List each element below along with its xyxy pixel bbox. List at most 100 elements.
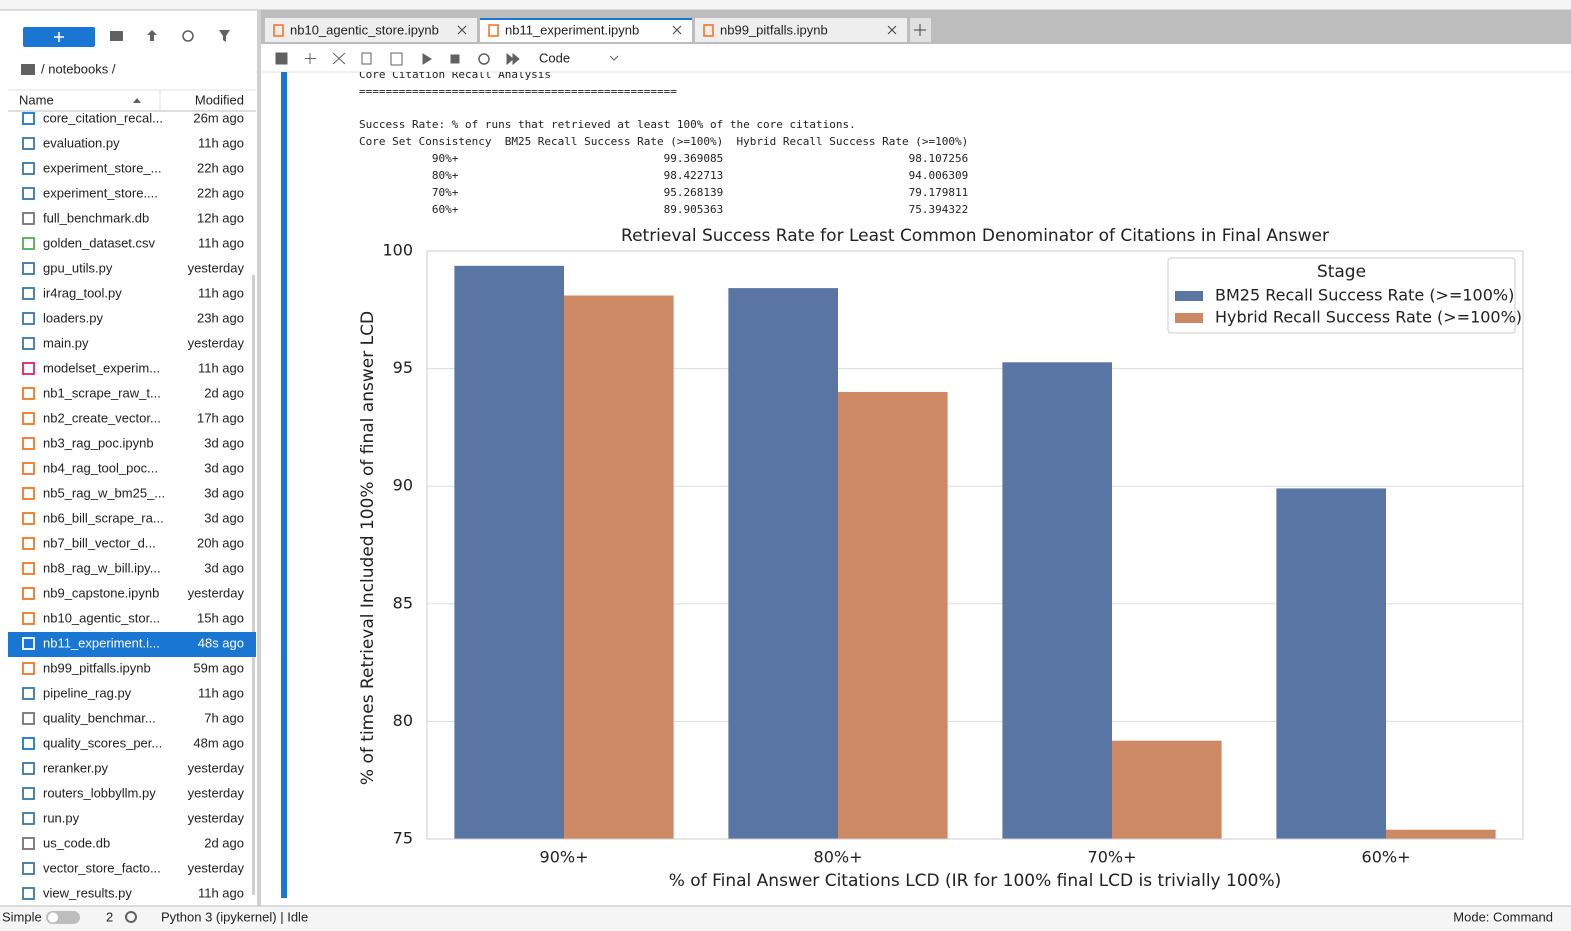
x-tick-label: 60%+ bbox=[1362, 848, 1411, 867]
save[interactable] bbox=[275, 52, 288, 65]
file-name: ir4rag_tool.py bbox=[43, 285, 122, 300]
tab-label: nb99_pitfalls.ipynb bbox=[720, 22, 828, 37]
file-row[interactable]: us_code.db 2d ago bbox=[22, 835, 244, 850]
file-modified: 22h ago bbox=[197, 160, 244, 175]
run[interactable] bbox=[422, 53, 432, 65]
bar bbox=[1112, 740, 1222, 839]
file-row[interactable]: quality_scores_per... 48m ago bbox=[22, 735, 244, 750]
new-folder[interactable] bbox=[110, 31, 123, 41]
file-name: main.py bbox=[43, 335, 89, 350]
file-name: nb2_create_vector... bbox=[43, 410, 161, 425]
file-row[interactable]: nb2_create_vector... 17h ago bbox=[22, 410, 244, 425]
file-row[interactable]: vector_store_facto... yesterday bbox=[22, 860, 244, 875]
file-row[interactable]: experiment_store.... 22h ago bbox=[22, 185, 244, 200]
file-row[interactable]: quality_benchmar... 7h ago bbox=[22, 710, 244, 725]
copy[interactable] bbox=[361, 52, 372, 65]
sort-icon bbox=[133, 98, 141, 103]
selection bbox=[8, 632, 256, 657]
file-modified: 11h ago bbox=[198, 135, 244, 150]
file-row[interactable]: nb8_rag_w_bill.ipy... 3d ago bbox=[22, 560, 244, 575]
tab[interactable]: nb11_experiment.ipynb bbox=[480, 18, 692, 42]
file-row[interactable]: full_benchmark.db 12h ago bbox=[22, 210, 244, 225]
file-row[interactable]: routers_lobbyllm.py yesterday bbox=[22, 785, 244, 800]
column-header[interactable]: Name bbox=[19, 92, 54, 107]
scrollbar bbox=[252, 275, 255, 895]
cell-type[interactable]: Code bbox=[539, 50, 570, 65]
file-modified: 20h ago bbox=[197, 535, 244, 550]
file-name: experiment_store_... bbox=[43, 160, 162, 175]
file-row[interactable]: nb3_rag_poc.ipynb 3d ago bbox=[22, 435, 244, 450]
file-modified: 22h ago bbox=[197, 185, 244, 200]
file-row[interactable]: nb99_pitfalls.ipynb 59m ago bbox=[22, 660, 244, 675]
cut[interactable] bbox=[332, 52, 346, 65]
file-row[interactable]: modelset_experim... 11h ago bbox=[22, 360, 244, 375]
file-row[interactable]: pipeline_rag.py 11h ago bbox=[22, 685, 244, 700]
file-modified: 48s ago bbox=[198, 635, 244, 650]
status-bar bbox=[0, 906, 1571, 931]
file-icon bbox=[22, 587, 35, 600]
file-icon bbox=[22, 762, 35, 775]
bar bbox=[454, 265, 564, 839]
upload[interactable] bbox=[147, 30, 157, 41]
breadcrumb[interactable]: / notebooks / bbox=[41, 61, 116, 76]
file-row[interactable]: evaluation.py 11h ago bbox=[22, 135, 244, 150]
file-row[interactable]: nb10_agentic_stor... 15h ago bbox=[22, 610, 244, 625]
file-icon bbox=[22, 162, 35, 175]
file-row[interactable]: nb7_bill_vector_d... 20h ago bbox=[22, 535, 244, 550]
file-icon bbox=[22, 512, 35, 525]
file-row[interactable]: loaders.py 23h ago bbox=[22, 310, 244, 325]
status-count: 2 bbox=[106, 909, 113, 924]
file-row[interactable]: experiment_store_... 22h ago bbox=[22, 160, 244, 175]
y-tick-label: 95 bbox=[393, 358, 413, 377]
file-row[interactable]: golden_dataset.csv 11h ago bbox=[22, 235, 244, 250]
file-row[interactable]: nb11_experiment.i... 48s ago bbox=[8, 632, 256, 657]
legend-swatch bbox=[1175, 291, 1203, 301]
tab-bg bbox=[480, 18, 692, 42]
file-icon bbox=[22, 187, 35, 200]
stop[interactable] bbox=[450, 54, 460, 64]
tab-close[interactable] bbox=[457, 25, 467, 35]
bar bbox=[1276, 488, 1386, 839]
dropdown[interactable] bbox=[609, 55, 619, 61]
file-row[interactable]: nb4_rag_tool_poc... 3d ago bbox=[22, 460, 244, 475]
file-row[interactable]: nb1_scrape_raw_t... 2d ago bbox=[22, 385, 244, 400]
splitter bbox=[257, 10, 261, 906]
file-row[interactable]: main.py yesterday bbox=[22, 335, 244, 350]
file-name: run.py bbox=[43, 810, 80, 825]
file-row[interactable]: nb9_capstone.ipynb yesterday bbox=[22, 585, 245, 600]
file-row[interactable]: nb6_bill_scrape_ra... 3d ago bbox=[22, 510, 244, 525]
filter[interactable] bbox=[219, 30, 230, 42]
file-modified: 3d ago bbox=[204, 485, 244, 500]
tab[interactable]: nb99_pitfalls.ipynb bbox=[695, 18, 907, 42]
file-row[interactable]: core_citation_recal... 26m ago bbox=[22, 110, 244, 125]
file-name: nb3_rag_poc.ipynb bbox=[43, 435, 154, 450]
status-mode-label: Simple bbox=[2, 909, 42, 924]
refresh[interactable] bbox=[182, 30, 194, 42]
file-modified: yesterday bbox=[188, 585, 245, 600]
menu-bar bbox=[0, 0, 1571, 10]
file-name: nb10_agentic_stor... bbox=[43, 610, 160, 625]
tab-close[interactable] bbox=[672, 25, 682, 35]
restart[interactable] bbox=[478, 53, 490, 65]
file-name: nb5_rag_w_bm25_... bbox=[43, 485, 165, 500]
tab-indicator bbox=[480, 18, 692, 20]
tab-bg bbox=[265, 18, 477, 42]
file-row[interactable]: run.py yesterday bbox=[22, 810, 244, 825]
output-line: 60%+ 89.905363 75.394322 bbox=[359, 203, 968, 216]
file-row[interactable]: view_results.py 11h ago bbox=[22, 885, 244, 900]
file-row[interactable]: ir4rag_tool.py 11h ago bbox=[22, 285, 244, 300]
column-header[interactable]: Modified bbox=[195, 92, 244, 107]
run-all[interactable] bbox=[506, 52, 520, 66]
file-modified: 11h ago bbox=[198, 285, 244, 300]
insert[interactable] bbox=[305, 53, 316, 64]
file-modified: 12h ago bbox=[197, 210, 244, 225]
file-name: quality_scores_per... bbox=[43, 735, 162, 750]
tab-close[interactable] bbox=[887, 25, 897, 35]
file-row[interactable]: nb5_rag_w_bm25_... 3d ago bbox=[22, 485, 244, 500]
status-command: Mode: Command bbox=[1453, 909, 1553, 924]
paste[interactable] bbox=[390, 52, 403, 66]
file-row[interactable]: gpu_utils.py yesterday bbox=[22, 260, 244, 275]
tab[interactable]: nb10_agentic_store.ipynb bbox=[265, 18, 477, 42]
file-row[interactable]: reranker.py yesterday bbox=[22, 760, 244, 775]
